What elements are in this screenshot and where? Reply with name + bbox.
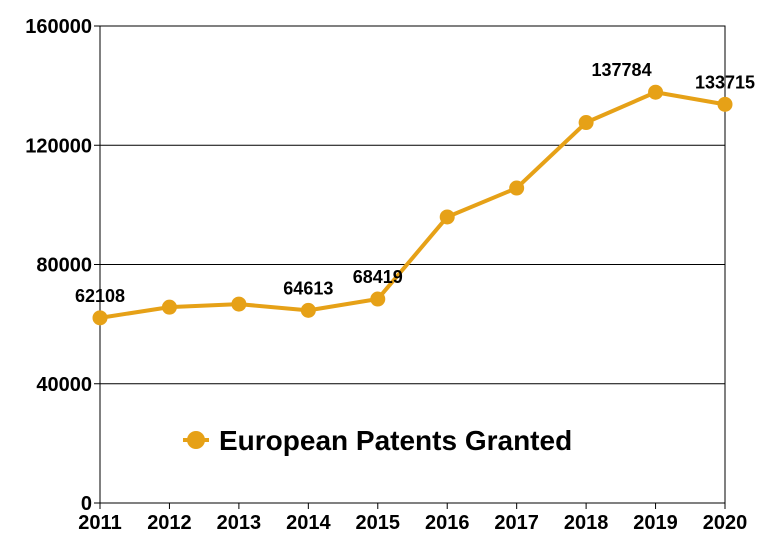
- data-point-2012: [161, 299, 177, 315]
- data-point-2016: [439, 209, 455, 225]
- legend: European Patents Granted: [183, 425, 572, 456]
- x-tick-label-2017: 2017: [494, 512, 539, 534]
- data-point-2019: [648, 84, 664, 100]
- x-tick-label-2014: 2014: [286, 512, 331, 534]
- x-tick-label-2015: 2015: [356, 512, 401, 534]
- data-point-2018: [578, 115, 594, 131]
- y-tick-label-160000: 160000: [25, 16, 92, 38]
- x-tick-label-2020: 2020: [703, 512, 748, 534]
- data-label-2019: 137784: [592, 60, 652, 80]
- data-point-2020: [717, 96, 733, 112]
- x-tick-label-2019: 2019: [633, 512, 678, 534]
- axes: [94, 25, 726, 509]
- data-point-2014: [300, 302, 316, 318]
- legend-dot-marker: [187, 431, 205, 449]
- y-tick-label-80000: 80000: [36, 255, 92, 277]
- tick-labels: 0 40000 80000 120000 160000 2011 2012 2013 2014 2…: [25, 16, 747, 534]
- x-tick-label-2018: 2018: [564, 512, 609, 534]
- data-label-2020: 133715: [695, 72, 755, 92]
- data-point-2015: [370, 291, 386, 307]
- data-label-2014: 64613: [283, 278, 333, 298]
- data-label-2011: 62108: [75, 286, 125, 306]
- y-tick-label-120000: 120000: [25, 135, 92, 157]
- data-point-2013: [231, 296, 247, 312]
- plot-border: [99, 25, 726, 504]
- x-tick-label-2016: 2016: [425, 512, 470, 534]
- y-tick-label-0: 0: [81, 493, 92, 515]
- x-tick-label-2012: 2012: [147, 512, 192, 534]
- series-line: [99, 90, 726, 320]
- y-tick-label-40000: 40000: [36, 374, 92, 396]
- series-european-patents: [92, 84, 733, 326]
- x-tick-label-2013: 2013: [217, 512, 262, 534]
- data-point-2011: [92, 310, 108, 326]
- x-tick-label-2011: 2011: [78, 512, 121, 534]
- data-point-2017: [509, 180, 525, 196]
- legend-label: European Patents Granted: [219, 425, 572, 456]
- data-label-2015: 68419: [353, 267, 403, 287]
- data-labels: 62108 64613 68419 137784 133715: [75, 60, 755, 306]
